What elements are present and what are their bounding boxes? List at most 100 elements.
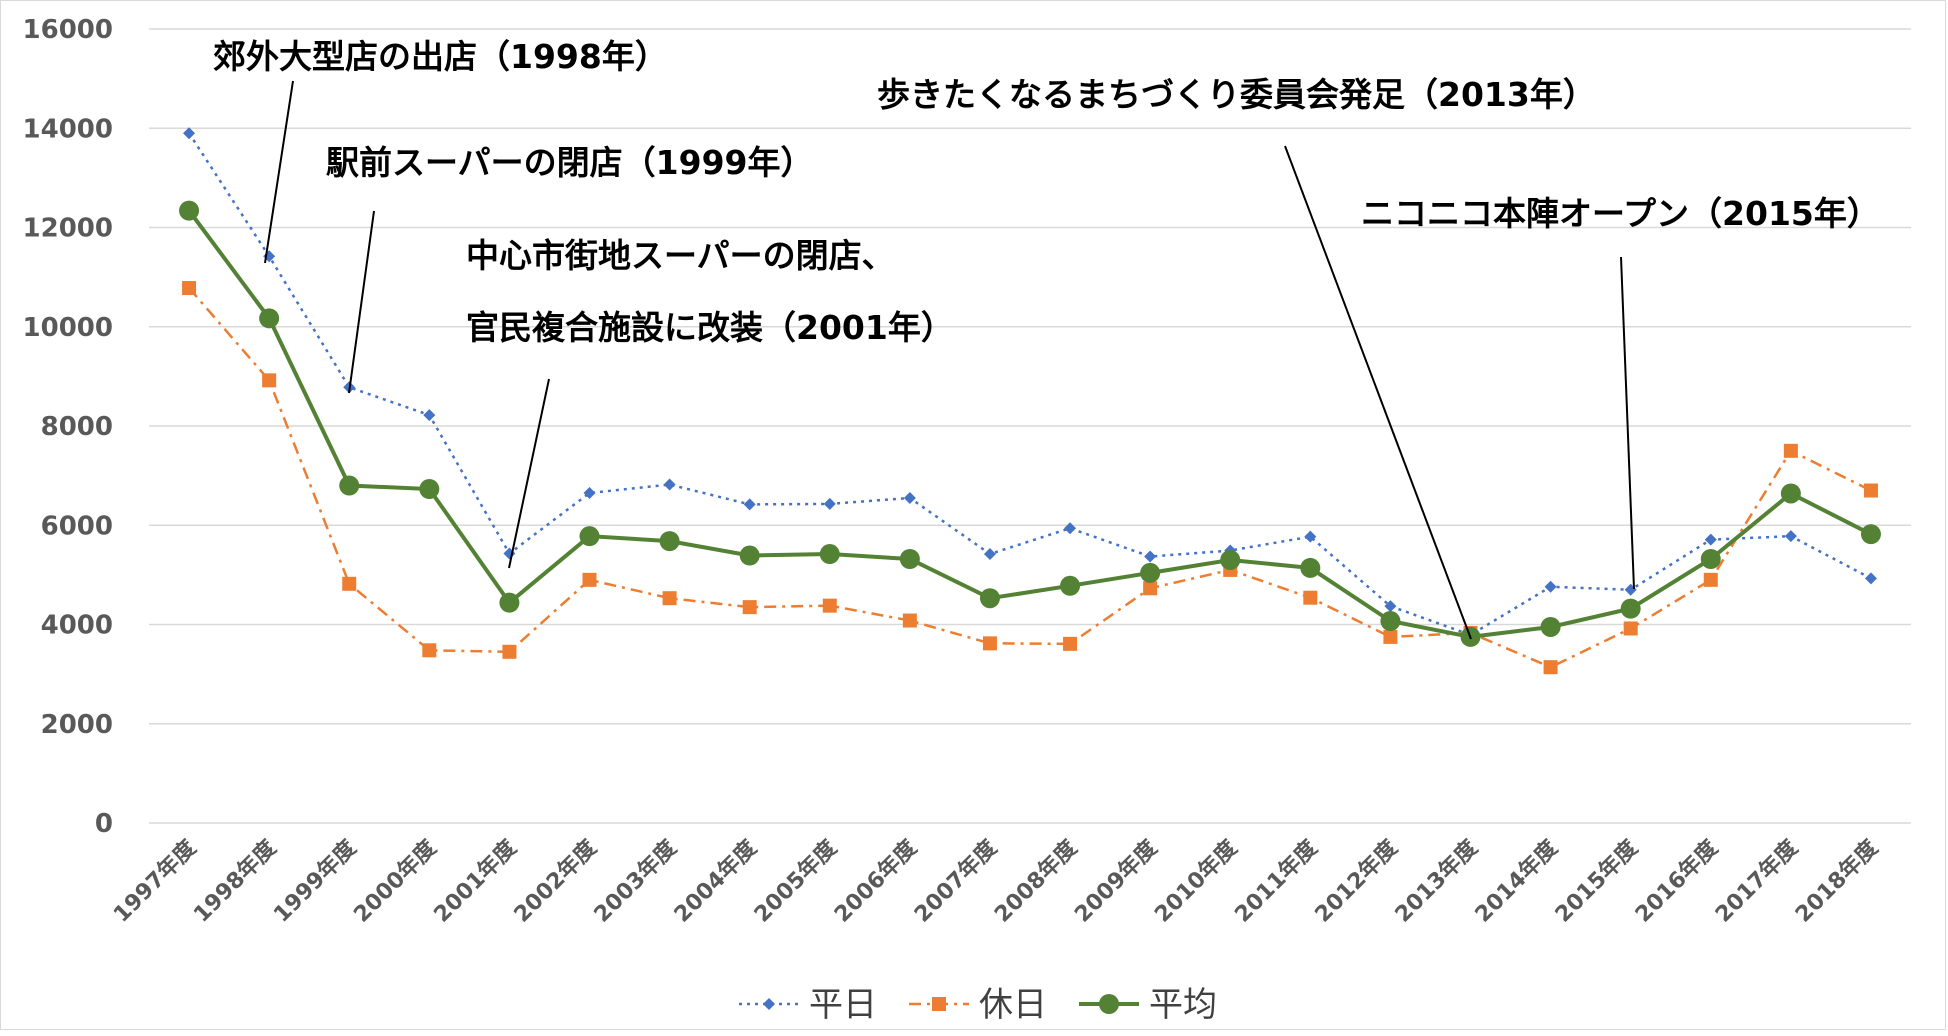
point-0-7 <box>743 498 756 511</box>
series-line-1 <box>188 287 1872 669</box>
point-2-10 <box>979 588 1000 609</box>
point-1-10 <box>982 636 997 651</box>
annotation-leader-3 <box>508 378 550 569</box>
point-2-14 <box>1300 557 1321 578</box>
point-2-0 <box>179 200 200 221</box>
x-tick-label-15: 2012年度 <box>1310 834 1404 928</box>
legend-swatch-marker-1 <box>932 997 946 1011</box>
x-tick-label-18: 2015年度 <box>1550 834 1644 928</box>
series-layer <box>179 127 1881 675</box>
legend-label-1: 休日 <box>979 985 1047 1025</box>
point-2-9 <box>899 548 920 569</box>
point-0-4 <box>503 547 516 560</box>
annotation-label-5: ニコニコ本陣オープン（2015年） <box>1361 194 1880 233</box>
point-2-5 <box>579 526 600 547</box>
point-2-3 <box>419 479 440 500</box>
x-tick-label-14: 2011年度 <box>1230 834 1324 928</box>
point-0-15 <box>1384 600 1397 613</box>
point-1-7 <box>742 600 757 615</box>
annotation-leader-4 <box>1284 145 1472 640</box>
point-2-17 <box>1540 616 1561 637</box>
x-tick-label-21: 2018年度 <box>1790 834 1884 928</box>
y-tick-label-6000: 6000 <box>41 511 113 541</box>
annotation-label-1: 駅前スーパーの閉店（1999年） <box>326 143 814 182</box>
point-1-21 <box>1863 483 1878 498</box>
point-2-1 <box>259 308 280 329</box>
y-tick-label-0: 0 <box>95 809 113 839</box>
x-tick-label-0: 1997年度 <box>108 834 202 928</box>
annotation-leader-5 <box>1620 256 1635 590</box>
point-0-0 <box>183 127 196 140</box>
x-tick-label-3: 2000年度 <box>349 834 443 928</box>
point-0-18 <box>1624 583 1637 596</box>
point-0-19 <box>1704 533 1717 546</box>
point-0-12 <box>1144 550 1157 563</box>
point-0-20 <box>1784 530 1797 543</box>
point-2-20 <box>1780 483 1801 504</box>
y-tick-label-8000: 8000 <box>41 412 113 442</box>
point-2-15 <box>1380 611 1401 632</box>
point-1-9 <box>902 613 917 628</box>
x-tick-label-7: 2004年度 <box>669 834 763 928</box>
point-1-15 <box>1383 629 1398 644</box>
point-0-21 <box>1864 572 1877 585</box>
series-line-2 <box>187 209 1872 639</box>
annotations-layer: 郊外大型店の出店（1998年） 駅前スーパーの閉店（1999年） 中心市街地スーパー… <box>213 37 1880 640</box>
point-1-0 <box>182 281 197 296</box>
x-tick-label-6: 2003年度 <box>589 834 683 928</box>
point-2-2 <box>339 475 360 496</box>
point-2-18 <box>1620 598 1641 619</box>
point-0-9 <box>903 491 916 504</box>
point-0-17 <box>1544 580 1557 593</box>
legend-item-0: 平日 <box>739 985 877 1025</box>
x-axis-ticks: 1997年度1998年度1999年度2000年度2001年度2002年度2003… <box>108 834 1883 928</box>
annotation-label-2: 中心市街地スーパーの閉店、 <box>466 236 895 275</box>
point-1-19 <box>1703 572 1718 587</box>
x-tick-label-16: 2013年度 <box>1390 834 1484 928</box>
x-tick-label-5: 2002年度 <box>509 834 603 928</box>
series-2 <box>179 200 1881 647</box>
point-2-6 <box>659 531 680 552</box>
y-tick-label-2000: 2000 <box>41 710 113 740</box>
point-2-8 <box>819 544 840 565</box>
point-2-13 <box>1220 549 1241 570</box>
x-tick-label-9: 2006年度 <box>829 834 923 928</box>
legend-item-1: 休日 <box>909 985 1047 1025</box>
point-2-4 <box>499 592 520 613</box>
point-0-11 <box>1064 522 1077 535</box>
y-tick-label-14000: 14000 <box>23 114 113 144</box>
point-2-7 <box>739 545 760 566</box>
x-tick-label-13: 2010年度 <box>1150 834 1244 928</box>
point-1-12 <box>1143 581 1158 596</box>
x-tick-label-2: 1999年度 <box>269 834 363 928</box>
legend-swatch-marker-2 <box>1099 994 1119 1014</box>
point-0-10 <box>983 548 996 561</box>
x-tick-label-1: 1998年度 <box>189 834 283 928</box>
point-1-3 <box>422 643 437 658</box>
y-tick-label-12000: 12000 <box>23 214 113 244</box>
x-tick-label-8: 2005年度 <box>749 834 843 928</box>
point-1-1 <box>262 373 277 388</box>
x-tick-label-17: 2014年度 <box>1470 834 1564 928</box>
point-1-4 <box>502 644 517 659</box>
point-1-11 <box>1063 636 1078 651</box>
legend: 平日 休日 平均 <box>739 985 1217 1025</box>
x-tick-label-12: 2009年度 <box>1070 834 1164 928</box>
gridlines <box>149 28 1911 824</box>
point-2-12 <box>1140 562 1161 583</box>
x-tick-label-4: 2001年度 <box>429 834 523 928</box>
legend-swatch-marker-0 <box>763 998 775 1010</box>
y-tick-label-10000: 10000 <box>23 313 113 343</box>
y-tick-label-4000: 4000 <box>41 611 113 641</box>
x-tick-label-19: 2016年度 <box>1630 834 1724 928</box>
point-0-8 <box>823 497 836 510</box>
annotation-label-4: 歩きたくなるまちづくり委員会発足（2013年） <box>877 75 1596 114</box>
legend-item-2: 平均 <box>1079 985 1217 1025</box>
y-tick-label-16000: 16000 <box>23 15 113 45</box>
point-0-3 <box>423 409 436 422</box>
x-tick-label-20: 2017年度 <box>1710 834 1804 928</box>
annotation-label-3: 官民複合施設に改装（2001年） <box>466 308 954 347</box>
point-1-8 <box>822 598 837 613</box>
x-tick-label-10: 2007年度 <box>909 834 1003 928</box>
